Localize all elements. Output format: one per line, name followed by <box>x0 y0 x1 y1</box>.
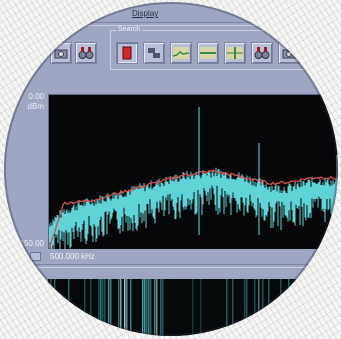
menu-display[interactable]: Display <box>132 9 159 18</box>
waterfall-streak <box>154 279 156 336</box>
waterfall-streak <box>258 279 260 336</box>
waterfall-streak <box>160 279 162 336</box>
waterfall-streak <box>148 279 150 336</box>
split-button[interactable] <box>224 42 246 64</box>
waterfall-streak <box>150 279 152 336</box>
waterfall-display <box>48 279 338 336</box>
waterfall-streak <box>244 279 246 336</box>
search-extra-button[interactable] <box>305 42 327 64</box>
search-group-label: Search <box>116 26 143 33</box>
max-hold-trace <box>49 169 338 249</box>
waterfall-streak <box>90 279 92 336</box>
waterfall-streak <box>120 279 122 336</box>
y-axis-unit-label: dBm <box>27 102 44 111</box>
binoculars-button[interactable] <box>75 42 97 64</box>
waterfall-streak <box>232 279 234 336</box>
band-button[interactable] <box>197 42 219 64</box>
waterfall-streak <box>126 279 128 336</box>
trace-icon <box>173 47 189 59</box>
spectrum-svg <box>49 107 338 249</box>
toolbar-divider <box>4 22 338 26</box>
waterfall-streak <box>314 279 316 336</box>
scroll-left-button[interactable] <box>30 252 41 261</box>
waterfall-streak <box>192 279 194 336</box>
waterfall-streak <box>318 279 320 336</box>
waterfall-streak <box>100 279 102 336</box>
spectrum-panel: 0.00 dBm -150.00 <box>4 82 338 260</box>
waterfall-streak <box>118 279 120 336</box>
trace-button[interactable] <box>170 42 192 64</box>
waterfall-streak <box>156 279 158 336</box>
step-icon <box>147 47 161 59</box>
waterfall-streak <box>162 279 164 336</box>
center-frequency-label: 500.000 kHz <box>50 252 95 261</box>
camera-icon <box>54 47 68 59</box>
waterfall-streak <box>124 279 126 336</box>
waterfall-streak <box>200 279 202 336</box>
search-group-box <box>110 30 338 70</box>
step-button[interactable] <box>143 42 165 64</box>
waterfall-streak <box>146 279 148 336</box>
y-axis-min-label: -150.00 <box>16 239 44 248</box>
waterfall-streak <box>102 279 104 336</box>
waterfall-streak <box>254 279 256 336</box>
waterfall-streak <box>50 279 52 336</box>
gear-icon <box>310 47 322 59</box>
split-icon <box>227 47 243 59</box>
search-binoculars-button[interactable] <box>251 42 273 64</box>
waterfall-streak <box>108 279 110 336</box>
magnifier-view: Display Search <box>4 2 338 336</box>
waterfall-streak <box>144 279 146 336</box>
waterfall-streak <box>54 279 56 336</box>
waterfall-svg <box>50 279 320 336</box>
waterfall-streak <box>84 279 86 336</box>
band-icon <box>200 47 216 59</box>
waterfall-streak <box>142 279 144 336</box>
waterfall-streak <box>280 279 282 336</box>
waterfall-streak <box>294 279 296 336</box>
search-camera-button[interactable] <box>278 42 300 64</box>
waterfall-streak <box>68 279 70 336</box>
waterfall-streak <box>110 279 112 336</box>
waterfall-streak <box>268 279 270 336</box>
waterfall-streak <box>246 279 248 336</box>
stop-button[interactable] <box>116 42 138 64</box>
waterfall-streak <box>226 279 228 336</box>
waterfall-streak <box>288 279 290 336</box>
spectrum-plot[interactable] <box>48 94 338 249</box>
binoculars-icon <box>78 46 94 60</box>
waterfall-streak <box>104 279 106 336</box>
camera-icon <box>282 47 296 59</box>
binoculars-icon <box>254 46 270 60</box>
waterfall-streak <box>262 279 264 336</box>
panel-divider <box>4 264 338 268</box>
waterfall-streak <box>98 279 100 336</box>
waterfall-streak <box>130 279 132 336</box>
y-axis-max-label: 0.00 <box>28 92 44 101</box>
camera-button[interactable] <box>50 42 72 64</box>
stop-icon <box>122 46 132 60</box>
